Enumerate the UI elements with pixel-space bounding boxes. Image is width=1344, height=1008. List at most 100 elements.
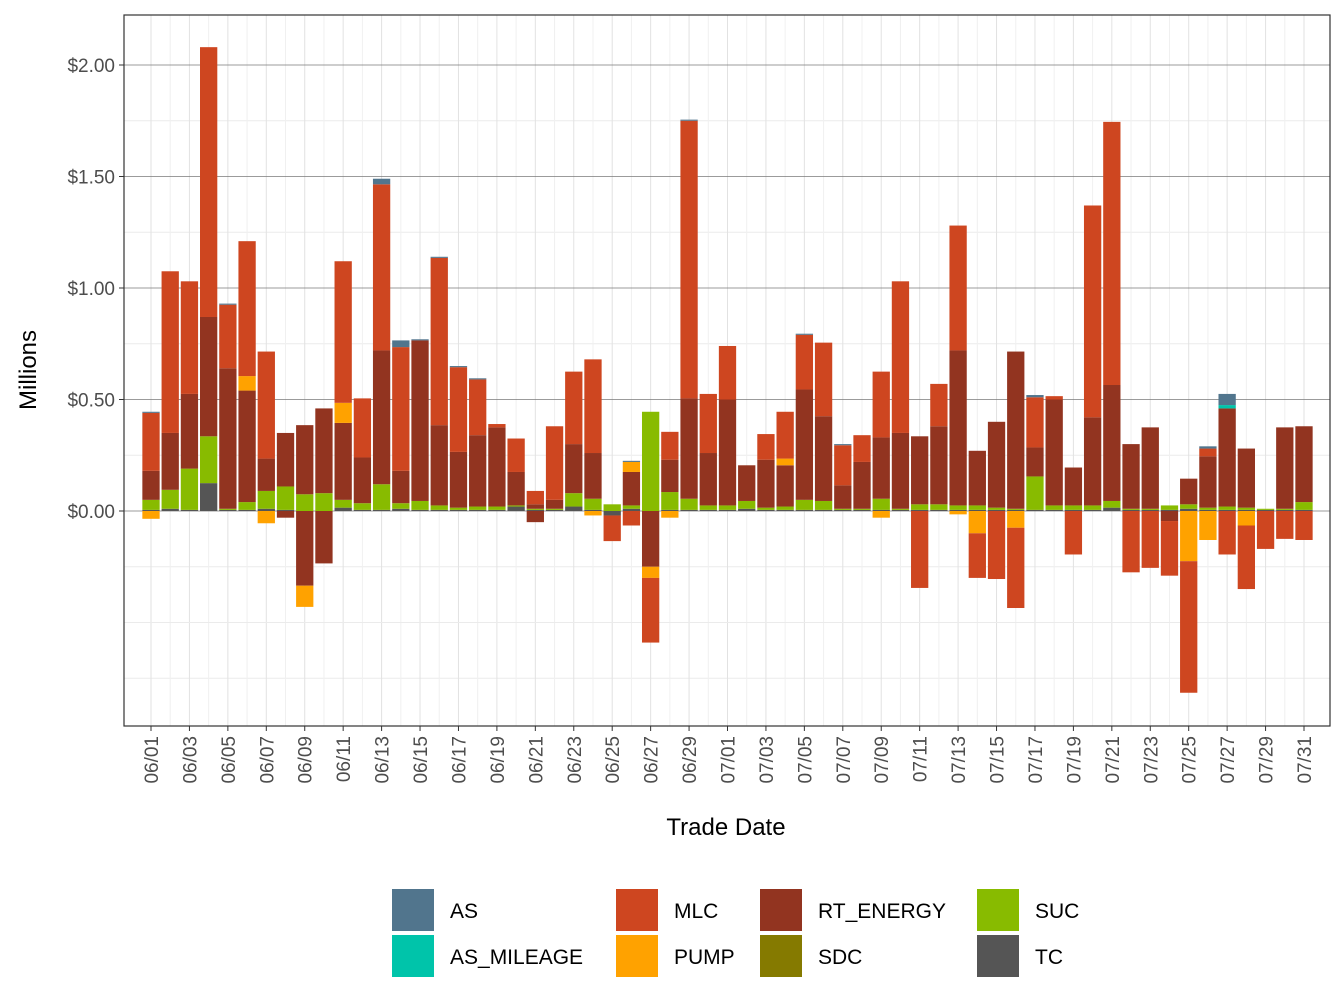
legend-label-tc: TC (1035, 946, 1063, 969)
y-tick-label: $0.00 (67, 502, 115, 523)
x-tick-label: 06/03 (180, 736, 201, 784)
bar-rt-energy-07-07 (834, 485, 852, 509)
x-tick-label: 07/13 (949, 736, 970, 784)
bar-suc-06-26 (622, 505, 641, 509)
y-tick-label: $1.50 (67, 168, 115, 189)
bar-suc-07-24 (1160, 505, 1179, 510)
legend-key-rt-energy (760, 889, 802, 931)
bar-rt-energy-07-31 (1295, 426, 1313, 503)
bar-rt-energy-06-16 (430, 425, 448, 506)
bar-rt-energy-07-17 (1026, 447, 1044, 477)
bar-suc-06-01 (142, 499, 160, 510)
bar-rt-energy-06-04 (200, 316, 218, 437)
bar-mlc-06-30 (699, 393, 717, 454)
bar-rt-energy-07-16 (1007, 351, 1025, 509)
bar-suc-07-15 (987, 507, 1006, 510)
bar-tc-06-04 (200, 483, 218, 511)
bar-rt-energy-07-28 (1237, 448, 1255, 508)
bar-tc-07-02 (738, 508, 756, 511)
bar-tc-06-02 (161, 508, 179, 511)
bar-mlc-negative-06-26 (622, 511, 641, 526)
bar-rt-energy-06-19 (488, 427, 506, 507)
bar-as-06-14 (392, 340, 410, 348)
bar-suc-07-28 (1237, 507, 1255, 510)
bar-suc-06-06 (238, 502, 256, 510)
bar-tc-07-16 (1007, 509, 1025, 511)
x-axis: 06/01 06/03 06/05 06/07 06/09 06/11 06/13 06/15… (142, 726, 1316, 784)
bar-as-06-16 (430, 256, 448, 258)
x-tick-label: 06/01 (142, 736, 163, 784)
bar-rt-energy-07-08 (853, 461, 871, 509)
bar-suc-07-05 (795, 499, 814, 510)
bar-suc-07-09 (872, 498, 890, 510)
legend-label-as-mileage: AS_MILEAGE (450, 946, 583, 969)
bar-suc-06-29 (680, 498, 698, 510)
bar-mlc-negative-07-16 (1007, 527, 1025, 609)
bar-rt-energy-06-23 (565, 444, 583, 494)
bar-rt-energy-negative-06-10 (315, 511, 333, 564)
bar-tc-06-28 (661, 509, 679, 511)
bar-suc-06-21 (526, 508, 544, 510)
bar-suc-07-19 (1064, 505, 1083, 510)
bar-tc-07-22 (1122, 509, 1140, 511)
x-tick-label: 06/27 (642, 736, 663, 784)
bar-mlc-06-19 (488, 424, 506, 428)
bar-suc-06-12 (353, 503, 372, 510)
bar-suc-06-27 (641, 411, 660, 511)
bar-rt-energy-06-13 (372, 350, 391, 485)
bar-suc-07-07 (834, 508, 852, 510)
bar-suc-07-14 (968, 505, 986, 510)
bar-suc-06-22 (545, 508, 564, 510)
bar-suc-06-14 (392, 503, 410, 509)
bar-rt-energy-06-14 (392, 470, 410, 504)
x-tick-label: 06/05 (219, 736, 240, 784)
bar-rt-energy-06-29 (680, 398, 698, 499)
bar-mlc-negative-07-23 (1141, 511, 1159, 568)
x-tick-label: 07/11 (911, 736, 932, 782)
bar-mlc-07-17 (1026, 397, 1044, 448)
bar-suc-07-18 (1045, 505, 1063, 510)
x-tick-label: 07/03 (757, 736, 778, 784)
bar-mlc-negative-07-15 (987, 511, 1006, 580)
bar-mlc-negative-07-25 (1180, 561, 1198, 693)
x-tick-label: 07/29 (1257, 736, 1278, 784)
bar-mlc-06-23 (565, 371, 583, 445)
bar-tc-07-10 (891, 509, 910, 511)
x-tick-label: 06/15 (411, 736, 432, 784)
bar-mlc-07-18 (1045, 396, 1063, 400)
x-tick-label: 07/19 (1064, 736, 1085, 784)
bar-tc-07-21 (1103, 507, 1121, 511)
bar-tc-07-29 (1256, 509, 1275, 511)
bar-rt-energy-06-12 (353, 457, 372, 504)
bar-pump-negative-07-09 (872, 511, 890, 518)
bar-rt-energy-negative-06-27 (641, 511, 660, 567)
bar-mlc-negative-06-27 (641, 577, 660, 643)
bar-tc-06-22 (545, 509, 564, 511)
bar-mlc-07-07 (834, 445, 852, 486)
bar-mlc-06-24 (584, 359, 602, 454)
bar-pump-06-06 (238, 376, 256, 391)
bar-suc-06-13 (372, 484, 391, 510)
bar-suc-07-02 (738, 500, 756, 509)
bar-tc-07-03 (757, 509, 775, 511)
bar-rt-energy-07-21 (1103, 385, 1121, 501)
bar-suc-07-03 (757, 507, 775, 510)
bar-rt-energy-06-05 (219, 368, 237, 509)
y-tick-label: $1.00 (67, 279, 115, 300)
bar-tc-07-28 (1237, 509, 1255, 511)
bar-tc-07-27 (1218, 509, 1236, 511)
bar-tc-06-24 (584, 509, 602, 511)
bar-mlc-07-21 (1103, 121, 1121, 386)
bar-tc-07-12 (930, 509, 948, 511)
bar-suc-07-06 (814, 500, 833, 510)
bar-suc-07-21 (1103, 500, 1121, 508)
bar-rt-energy-06-01 (142, 470, 160, 500)
bar-pump-negative-07-14 (968, 511, 986, 534)
bar-mlc-07-20 (1083, 205, 1102, 418)
bar-suc-07-23 (1141, 508, 1159, 510)
bar-tc-06-14 (392, 508, 410, 511)
legend-label-mlc: MLC (674, 900, 718, 923)
legend-key-suc (977, 889, 1019, 931)
bar-pump-negative-07-28 (1237, 511, 1255, 526)
